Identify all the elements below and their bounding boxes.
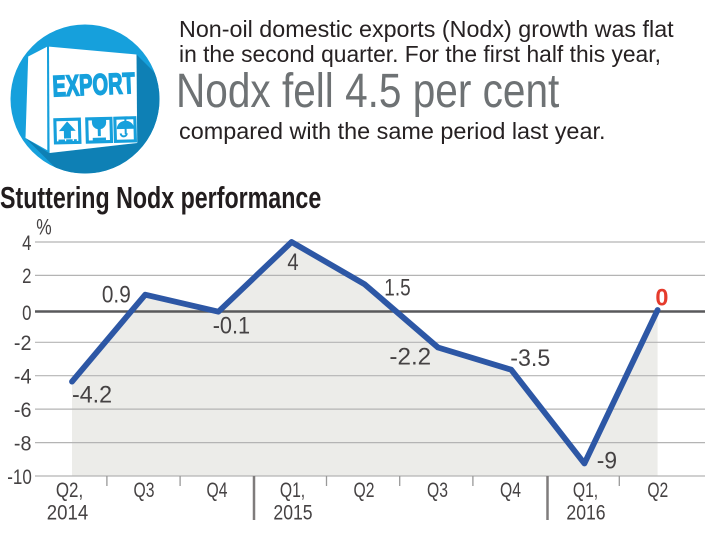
svg-text:Q2,: Q2, bbox=[56, 478, 83, 502]
svg-text:%: % bbox=[36, 216, 51, 240]
svg-text:4: 4 bbox=[287, 248, 298, 275]
svg-text:Q2: Q2 bbox=[647, 478, 668, 502]
svg-text:-10: -10 bbox=[7, 465, 32, 489]
svg-text:Q1,: Q1, bbox=[573, 478, 598, 502]
svg-text:-9: -9 bbox=[597, 447, 617, 474]
svg-text:-3.5: -3.5 bbox=[510, 345, 550, 371]
svg-text:-2.2: -2.2 bbox=[389, 344, 431, 371]
svg-text:-4.2: -4.2 bbox=[72, 382, 112, 408]
svg-text:2015: 2015 bbox=[273, 501, 312, 525]
svg-text:0.9: 0.9 bbox=[102, 281, 131, 308]
svg-text:2016: 2016 bbox=[566, 501, 605, 525]
svg-text:-4: -4 bbox=[14, 365, 32, 389]
svg-text:1.5: 1.5 bbox=[384, 273, 410, 301]
svg-text:Q1,: Q1, bbox=[280, 478, 305, 502]
svg-text:0: 0 bbox=[655, 285, 668, 311]
svg-text:Q3: Q3 bbox=[134, 478, 155, 502]
svg-text:-6: -6 bbox=[14, 398, 32, 422]
svg-text:-8: -8 bbox=[14, 432, 32, 456]
svg-text:2: 2 bbox=[22, 265, 31, 288]
svg-text:-2: -2 bbox=[14, 331, 32, 355]
svg-text:0: 0 bbox=[22, 302, 31, 325]
svg-text:Q2: Q2 bbox=[354, 478, 375, 502]
svg-text:-0.1: -0.1 bbox=[213, 311, 250, 338]
svg-text:2014: 2014 bbox=[47, 501, 88, 525]
svg-text:4: 4 bbox=[22, 232, 32, 255]
svg-text:Q4: Q4 bbox=[500, 478, 521, 502]
svg-text:EXPORT: EXPORT bbox=[52, 67, 136, 103]
svg-text:Q4: Q4 bbox=[207, 478, 228, 502]
svg-text:Q3: Q3 bbox=[427, 478, 448, 502]
